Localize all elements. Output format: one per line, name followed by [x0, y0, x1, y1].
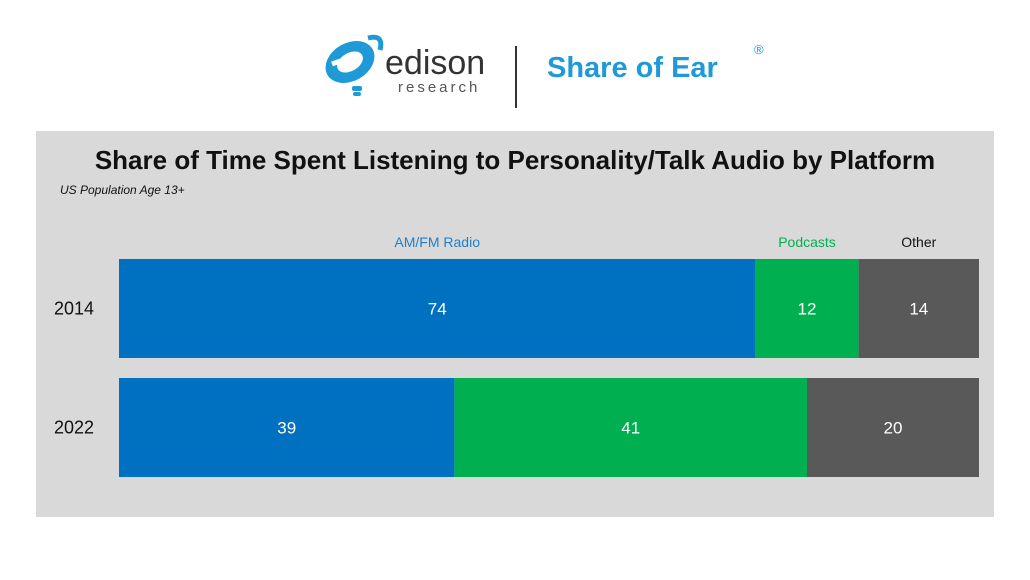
data-label-podcasts-2022: 41	[621, 419, 640, 438]
data-label-am-fm-radio-2014: 74	[428, 300, 447, 319]
chart-subtitle: US Population Age 13+	[60, 183, 185, 197]
category-label-2014: 2014	[54, 299, 94, 319]
header-divider	[515, 46, 517, 108]
brand-name: edison	[385, 44, 486, 82]
series-label-other: Other	[901, 234, 936, 250]
stacked-bar-chart: 2014 74 AM/FM Radio 12 Podcasts 14 Other 2022 39…	[54, 234, 979, 477]
data-label-other-2022: 20	[884, 419, 903, 438]
registered-mark: ®	[754, 42, 764, 57]
bar-am-fm-radio-2014	[119, 259, 756, 358]
bar-podcasts-2014	[755, 259, 859, 358]
bar-am-fm-radio-2022	[119, 378, 455, 477]
chart-title: Share of Time Spent Listening to Persona…	[94, 145, 936, 175]
series-label-podcasts: Podcasts	[778, 234, 836, 250]
product-name: Share of Ear	[547, 52, 718, 84]
data-label-other-2014: 14	[909, 300, 928, 319]
bar-other-2014	[858, 259, 979, 358]
bar-other-2022	[807, 378, 979, 477]
category-label-2022: 2022	[54, 418, 94, 438]
edison-logo-icon	[325, 34, 384, 96]
brand-subtitle: research	[398, 79, 481, 96]
series-label-am-fm-radio: AM/FM Radio	[394, 234, 480, 250]
chart-panel: Share of Time Spent Listening to Persona…	[36, 131, 994, 517]
bar-podcasts-2022	[454, 378, 807, 477]
header: edison research Share of Ear ®	[0, 0, 1030, 120]
data-label-am-fm-radio-2022: 39	[277, 419, 296, 438]
data-label-podcasts-2014: 12	[798, 300, 817, 319]
